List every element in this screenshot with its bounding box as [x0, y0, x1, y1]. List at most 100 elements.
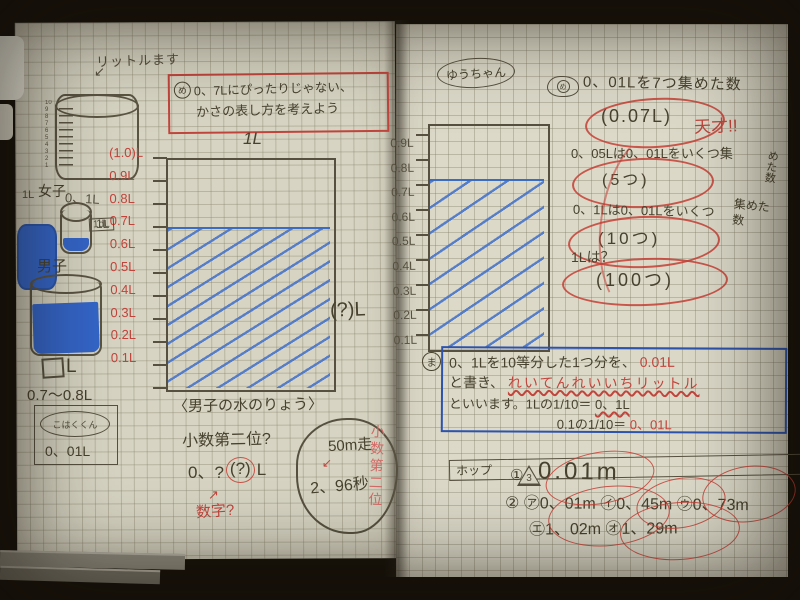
digit-question: 数字?: [195, 501, 235, 522]
range-estimate: 0.7〜0.8L: [27, 387, 93, 404]
objective-line1: 0、7Lにぴったりじゃない、: [193, 79, 353, 99]
problem3-answer: (10つ): [598, 229, 661, 248]
hop-label: ホップ: [455, 463, 493, 478]
question-marker-icon: め: [556, 80, 570, 93]
small-1l-label: 1L: [22, 189, 35, 201]
scale-label: 0.8L: [109, 190, 135, 206]
scale-label: 0.5L: [110, 258, 136, 275]
left-chart-title: 1L: [243, 129, 262, 148]
speech-bubble: 50m走 ↙ 2、96秒: [296, 418, 398, 534]
left-chart-ticks: [153, 157, 167, 390]
bubble-line1: 50m走: [327, 435, 373, 456]
red-check-icon: ↙: [322, 456, 333, 470]
summary-line4-red: 0、01L: [629, 417, 672, 433]
objective-marker-icon: め: [173, 81, 192, 99]
question-marker-cloud: め: [547, 76, 579, 97]
summary-line2-red: れいてんれいいちリットル: [507, 374, 700, 392]
step1-value: 0.01m: [537, 457, 620, 486]
kohaku-box: こはくくん 0、01L: [34, 405, 118, 465]
summary-line3-value: 0、1L: [594, 396, 630, 413]
problem1-text: 0、01Lを7つ集めた数: [582, 73, 742, 94]
dl-note-box: 1dL: [88, 217, 115, 232]
right-page: [396, 24, 788, 577]
scale-label: 0.3L: [392, 283, 417, 298]
boys-cup-drawing: [30, 274, 102, 356]
summary-marker-icon: ま: [422, 352, 441, 371]
boys-water-heading: 〈男子の水のりょう〉: [172, 395, 324, 416]
summary-line2: と書き、: [448, 374, 505, 391]
scale-label: 0.7L: [391, 184, 415, 200]
scale-label: 0.9L: [109, 167, 135, 183]
problem4-answer: (100つ): [596, 270, 675, 290]
scale-label: (1.0)L: [109, 144, 144, 161]
boys-label: 男子: [37, 258, 68, 275]
unknown-value-line: 0、? (?) L: [188, 457, 266, 483]
red-arrow-icon: ↗: [208, 487, 219, 502]
decimal-question: 小数第二位?: [181, 430, 272, 451]
red-vertical-note: 小数第二位: [367, 423, 387, 510]
left-chart-water-fill: [168, 227, 330, 388]
scale-label: 0.4L: [110, 281, 136, 297]
summary-line4: 0.1の1/10＝: [556, 416, 627, 433]
yuu-name: ゆうちゃん: [445, 64, 507, 83]
problem1-answer: (0.07L): [601, 106, 673, 126]
scale-label: 0.4L: [392, 258, 416, 274]
scale-label: 0.6L: [391, 209, 416, 224]
objective-line2: かさの表し方を考えよう: [195, 100, 340, 120]
kohaku-name: こはくくん: [52, 419, 98, 430]
problem2-text: 0、05Lは0、01Lをいくつ集: [571, 146, 733, 161]
step1-number: ①: [510, 467, 524, 484]
problem3-text: 0、1Lは0、01Lをいくつ: [572, 201, 715, 220]
scale-label: 0.7L: [109, 213, 136, 229]
girls-cup-water: [63, 238, 89, 251]
scale-label: 0.9L: [390, 135, 414, 151]
scale-label: 0.5L: [391, 234, 416, 249]
scale-label: 0.2L: [393, 307, 417, 323]
scale-label: 0.2L: [110, 327, 137, 343]
right-chart-water-fill: [430, 179, 544, 348]
problem3-wrap: 集めた数: [731, 196, 771, 228]
boys-cup-water: [32, 301, 100, 355]
right-chart-frame: [428, 124, 550, 352]
dl-note: 1dL: [92, 218, 110, 231]
girls-cup-drawing: [60, 202, 92, 254]
left-chart-question: (?)L: [329, 298, 366, 322]
measure-cup-label: リットルます: [95, 51, 181, 70]
unknown-pre: 0、?: [188, 462, 224, 482]
box-l-note: L: [41, 356, 77, 379]
box-l-label: L: [66, 356, 77, 377]
unknown-circled: (?): [225, 457, 255, 483]
torn-page-edge: [0, 36, 24, 100]
left-chart-frame: [166, 158, 336, 392]
scale-label: 0.3L: [110, 304, 136, 320]
empty-box-icon: [41, 357, 65, 379]
summary-line3: といいます。1Lの1/10＝: [448, 396, 592, 412]
step3-values: ㋓1、02m ㋔1、29m: [528, 520, 678, 539]
kohaku-value: 0、01L: [45, 443, 91, 459]
summary-box: 0、1Lを10等分した1つ分を、 0.01L と書き、 れいてんれいいちリットル…: [440, 346, 788, 434]
right-chart-ticks: [416, 134, 429, 348]
unknown-post: L: [256, 460, 267, 479]
kohaku-name-tag: こはくくん: [40, 411, 110, 437]
arrow-icon: ↙: [94, 64, 105, 79]
measuring-cylinder-drawing: [55, 94, 139, 180]
scale-label: 0.1L: [393, 332, 418, 347]
objective-box: め 0、7Lにぴったりじゃない、 かさの表し方を考えよう: [167, 71, 390, 135]
triangle-number: 3: [526, 473, 532, 484]
right-chart-scale-labels: 0.9L 0.8L 0.7L 0.6L 0.5L 0.4L 0.3L 0.2L …: [390, 131, 417, 353]
torn-page-edge: [0, 104, 13, 140]
step2-values: ② ㋐0、01m ㋑0、45m ㋒0、73m: [504, 494, 749, 515]
summary-line1: 0、1Lを10等分した1つ分を、: [449, 353, 636, 371]
girls-label: 女子: [38, 183, 66, 199]
bubble-line2: 2、96秒: [309, 475, 370, 498]
summary-line1-red: 0.01L: [639, 353, 675, 370]
cylinder-scale-numbers: 10 9 8 7 6 5 4 3 2 1: [45, 100, 52, 169]
scale-label: 0.8L: [390, 160, 415, 175]
praise-note: 天才!!: [693, 116, 738, 137]
left-chart-scale-labels: (1.0)L 0.9L 0.8L 0.7L 0.6L 0.5L 0.4L 0.3…: [109, 142, 145, 370]
scale-label: 0.1L: [110, 350, 137, 366]
problem2-answer: (5つ): [602, 172, 650, 189]
scale-label: 0.6L: [109, 236, 136, 252]
cylinder-tick-marks: [59, 108, 73, 170]
